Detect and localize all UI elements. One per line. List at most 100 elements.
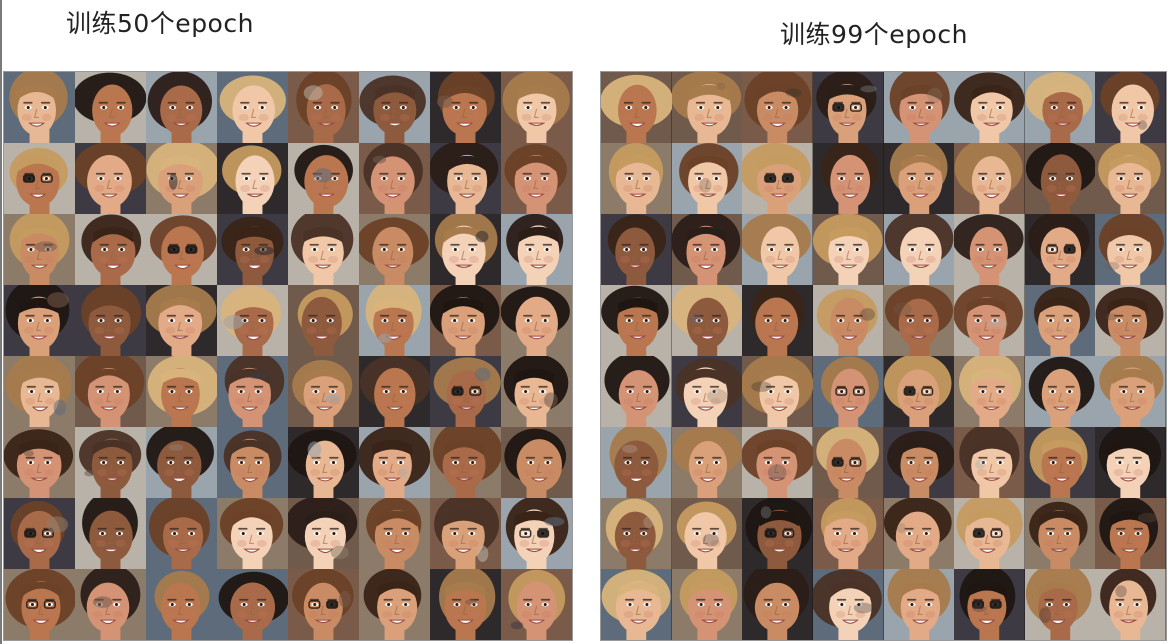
face-thumbnail	[501, 72, 572, 143]
face-thumbnail	[217, 427, 288, 498]
face-thumbnail	[883, 285, 955, 356]
face-thumbnail	[359, 214, 430, 285]
face-thumbnail	[742, 498, 813, 569]
face-thumbnail	[883, 569, 955, 640]
face-thumbnail	[4, 214, 75, 285]
face-thumbnail	[601, 427, 672, 498]
face-thumbnail	[1024, 72, 1096, 143]
face-thumbnail	[146, 285, 217, 356]
face-thumbnail	[954, 72, 1025, 143]
face-thumbnail	[1095, 72, 1166, 143]
face-thumbnail	[217, 72, 288, 143]
face-thumbnail	[501, 285, 572, 356]
face-thumbnail	[288, 498, 359, 569]
face-thumbnail	[4, 143, 75, 214]
face-thumbnail	[146, 143, 217, 214]
face-thumbnail	[1095, 143, 1166, 214]
face-thumbnail	[1024, 569, 1096, 640]
face-thumbnail	[742, 356, 813, 427]
face-thumbnail	[742, 427, 813, 498]
face-thumbnail	[75, 214, 146, 285]
face-thumbnail	[1024, 427, 1096, 498]
face-thumbnail	[75, 72, 146, 143]
face-thumbnail	[1095, 285, 1166, 356]
face-thumbnail	[430, 72, 501, 143]
face-thumbnail	[1095, 427, 1166, 498]
face-thumbnail	[4, 498, 75, 569]
face-thumbnail	[883, 427, 955, 498]
face-thumbnail	[812, 143, 884, 214]
face-thumbnail	[671, 285, 743, 356]
face-thumbnail	[883, 72, 955, 143]
face-thumbnail	[601, 356, 672, 427]
face-thumbnail	[359, 143, 430, 214]
face-thumbnail	[501, 143, 572, 214]
face-thumbnail	[288, 569, 359, 640]
face-thumbnail	[883, 214, 955, 285]
face-thumbnail	[288, 356, 359, 427]
face-thumbnail	[217, 569, 288, 640]
face-thumbnail	[954, 143, 1025, 214]
face-thumbnail	[430, 569, 501, 640]
face-thumbnail	[1024, 285, 1096, 356]
face-thumbnail	[812, 356, 884, 427]
face-thumbnail	[742, 214, 813, 285]
face-thumbnail	[430, 498, 501, 569]
face-thumbnail	[501, 356, 572, 427]
face-thumbnail	[75, 356, 146, 427]
face-thumbnail	[742, 285, 813, 356]
face-thumbnail	[742, 569, 813, 640]
face-thumbnail	[601, 143, 672, 214]
face-thumbnail	[217, 498, 288, 569]
face-thumbnail	[601, 72, 672, 143]
face-thumbnail	[501, 569, 572, 640]
face-thumbnail	[601, 498, 672, 569]
face-thumbnail	[742, 143, 813, 214]
face-thumbnail	[1095, 214, 1166, 285]
face-thumbnail	[671, 214, 743, 285]
face-thumbnail	[430, 285, 501, 356]
face-thumbnail	[75, 285, 146, 356]
face-thumbnail	[288, 143, 359, 214]
face-thumbnail	[359, 569, 430, 640]
face-thumbnail	[217, 285, 288, 356]
face-thumbnail	[671, 427, 743, 498]
face-thumbnail	[4, 285, 75, 356]
face-thumbnail	[501, 498, 572, 569]
face-thumbnail	[4, 356, 75, 427]
face-thumbnail	[146, 569, 217, 640]
face-thumbnail	[812, 72, 884, 143]
face-thumbnail	[75, 569, 146, 640]
face-thumbnail	[217, 143, 288, 214]
face-thumbnail	[954, 498, 1025, 569]
face-thumbnail	[812, 285, 884, 356]
face-thumbnail	[883, 498, 955, 569]
face-thumbnail	[601, 569, 672, 640]
face-thumbnail	[954, 356, 1025, 427]
face-thumbnail	[75, 427, 146, 498]
face-thumbnail	[671, 72, 743, 143]
face-thumbnail	[1024, 498, 1096, 569]
face-thumbnail	[812, 427, 884, 498]
face-thumbnail	[1095, 356, 1166, 427]
face-thumbnail	[288, 427, 359, 498]
face-thumbnail	[883, 143, 955, 214]
face-thumbnail	[4, 569, 75, 640]
face-thumbnail	[430, 427, 501, 498]
face-thumbnail	[1024, 143, 1096, 214]
face-thumbnail	[359, 285, 430, 356]
face-thumbnail	[1095, 498, 1166, 569]
face-thumbnail	[146, 427, 217, 498]
face-thumbnail	[501, 214, 572, 285]
face-thumbnail	[812, 214, 884, 285]
face-thumbnail	[146, 72, 217, 143]
face-thumbnail	[671, 143, 743, 214]
face-thumbnail	[601, 214, 672, 285]
face-thumbnail	[1095, 569, 1166, 640]
face-thumbnail	[812, 498, 884, 569]
face-thumbnail	[288, 285, 359, 356]
face-thumbnail	[359, 498, 430, 569]
face-thumbnail	[1024, 214, 1096, 285]
face-thumbnail	[954, 569, 1025, 640]
face-thumbnail	[146, 498, 217, 569]
